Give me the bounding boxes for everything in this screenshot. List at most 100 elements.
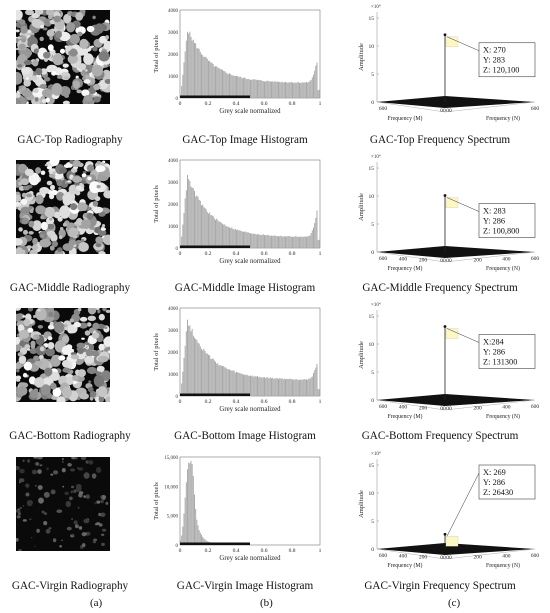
grain (88, 380, 92, 384)
histogram-bar (209, 355, 211, 396)
caption-histogram-virgin: GAC-Virgin Image Histogram (176, 580, 314, 592)
caption-radiography-top: GAC-Top Radiography (17, 134, 123, 146)
histogram-bar (201, 534, 202, 545)
histogram-bar (197, 525, 199, 545)
histogram-bar (225, 367, 227, 396)
caption-spectrum-middle: GAC-Middle Frequency Spectrum (362, 282, 518, 294)
grain (49, 245, 55, 251)
histogram-bar (317, 388, 319, 396)
histogram-bar (268, 81, 270, 98)
grain (46, 230, 56, 237)
histogram-bar (310, 232, 312, 248)
grain (77, 467, 80, 469)
histogram-bar (318, 89, 320, 98)
grain (43, 521, 48, 526)
histogram-bar (248, 233, 250, 248)
grain (24, 344, 31, 350)
histogram-bar (190, 460, 192, 545)
histogram-bar (215, 361, 216, 396)
histogram-bar (299, 379, 300, 396)
grain (18, 329, 30, 339)
grain (42, 11, 47, 15)
grain (24, 168, 34, 177)
grain (26, 245, 33, 249)
grain (62, 222, 67, 227)
grain (74, 20, 78, 23)
histogram-bar (302, 379, 304, 396)
grain (27, 30, 32, 34)
grain (69, 33, 80, 45)
spectrum-floor (377, 96, 535, 108)
spectrum-datatip-line: X: 283 (483, 207, 506, 216)
grain (92, 46, 98, 52)
grain (16, 515, 21, 519)
grain (53, 211, 61, 219)
grain (60, 48, 65, 54)
grain (34, 485, 37, 487)
histogram-bar (213, 360, 215, 396)
histogram-bar (231, 75, 233, 98)
histogram-bar (195, 196, 197, 248)
histogram-bar (261, 377, 263, 396)
hist-xtick-label: 1 (319, 548, 322, 554)
grain (86, 366, 97, 375)
histogram-bar (222, 69, 223, 98)
grain (37, 457, 43, 460)
histogram-bar (280, 235, 282, 248)
histogram-bar (252, 375, 254, 396)
grain (28, 376, 36, 385)
grain (103, 40, 110, 51)
histogram-bar (304, 379, 306, 396)
histogram-bar (292, 379, 293, 396)
histogram-bar (316, 210, 318, 248)
histogram-bar (238, 372, 240, 396)
histogram-bar (209, 212, 211, 248)
grain (40, 234, 45, 238)
grain (35, 194, 44, 205)
grain (16, 465, 20, 471)
grain (71, 533, 74, 537)
histogram-bar (225, 226, 227, 248)
grain (83, 495, 87, 498)
histogram-bar (185, 482, 187, 545)
grain (16, 362, 22, 370)
grain (18, 549, 22, 551)
spectrum-xaxis-label: Frequency (M) (388, 562, 423, 569)
histogram-bar (306, 81, 307, 98)
histogram-bar (251, 376, 253, 396)
histogram-bar (210, 358, 212, 396)
grain (25, 483, 30, 488)
histogram-bar (313, 227, 314, 248)
grain (26, 193, 32, 198)
spectrum-xtick-label: 200 (419, 257, 428, 263)
grain (71, 485, 75, 489)
spectrum-mini-tip (445, 36, 459, 47)
histogram-bar (216, 66, 218, 98)
histogram-bar (271, 378, 272, 396)
histogram-bar (206, 211, 208, 248)
spectrum-datatip-line: X: 270 (483, 46, 506, 55)
histogram-bar (246, 79, 248, 98)
histogram-bar (280, 378, 282, 396)
spectrum-yaxis-label: Frequency (N) (486, 115, 520, 122)
grain (22, 519, 27, 522)
grain (55, 30, 62, 39)
histogram-bar (250, 233, 251, 248)
hist-xtick-label: 0.8 (289, 101, 296, 107)
spectrum-xtick-label: 600 (379, 404, 388, 410)
histogram-bar (247, 79, 249, 98)
grain (40, 215, 44, 220)
grain (38, 497, 44, 504)
grain (103, 336, 110, 347)
grain (27, 459, 30, 463)
grain (83, 95, 94, 102)
spectrum-datatip-line: Y: 286 (483, 478, 505, 487)
histogram-bar (232, 370, 234, 396)
histogram-bar (194, 191, 195, 248)
histogram-bar (296, 236, 298, 248)
spectrum-zlabel: Amplitude (358, 43, 365, 71)
grain (21, 38, 26, 43)
grain (22, 372, 28, 378)
grain (69, 496, 73, 501)
histogram-bar (253, 79, 255, 98)
